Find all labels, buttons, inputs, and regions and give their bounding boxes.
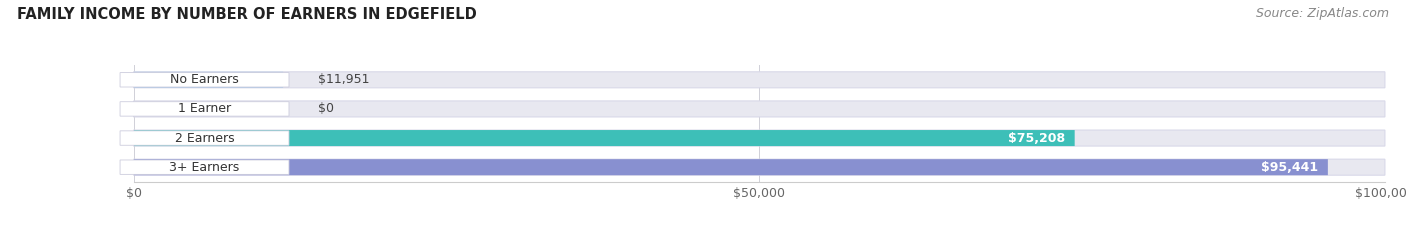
FancyBboxPatch shape <box>134 130 1385 146</box>
Text: FAMILY INCOME BY NUMBER OF EARNERS IN EDGEFIELD: FAMILY INCOME BY NUMBER OF EARNERS IN ED… <box>17 7 477 22</box>
Text: No Earners: No Earners <box>170 73 239 86</box>
Text: 1 Earner: 1 Earner <box>179 103 231 115</box>
FancyBboxPatch shape <box>134 72 1385 88</box>
Text: $0: $0 <box>318 103 333 115</box>
Text: 3+ Earners: 3+ Earners <box>169 161 239 174</box>
FancyBboxPatch shape <box>120 102 290 116</box>
Text: $95,441: $95,441 <box>1261 161 1317 174</box>
FancyBboxPatch shape <box>134 101 1385 117</box>
FancyBboxPatch shape <box>134 159 1327 175</box>
FancyBboxPatch shape <box>120 160 290 174</box>
Text: Source: ZipAtlas.com: Source: ZipAtlas.com <box>1256 7 1389 20</box>
FancyBboxPatch shape <box>134 130 1074 146</box>
Text: 2 Earners: 2 Earners <box>174 132 235 144</box>
FancyBboxPatch shape <box>120 131 290 145</box>
FancyBboxPatch shape <box>120 73 290 87</box>
FancyBboxPatch shape <box>134 72 283 88</box>
FancyBboxPatch shape <box>134 159 1385 175</box>
Text: $75,208: $75,208 <box>1008 132 1064 144</box>
Text: $11,951: $11,951 <box>318 73 368 86</box>
